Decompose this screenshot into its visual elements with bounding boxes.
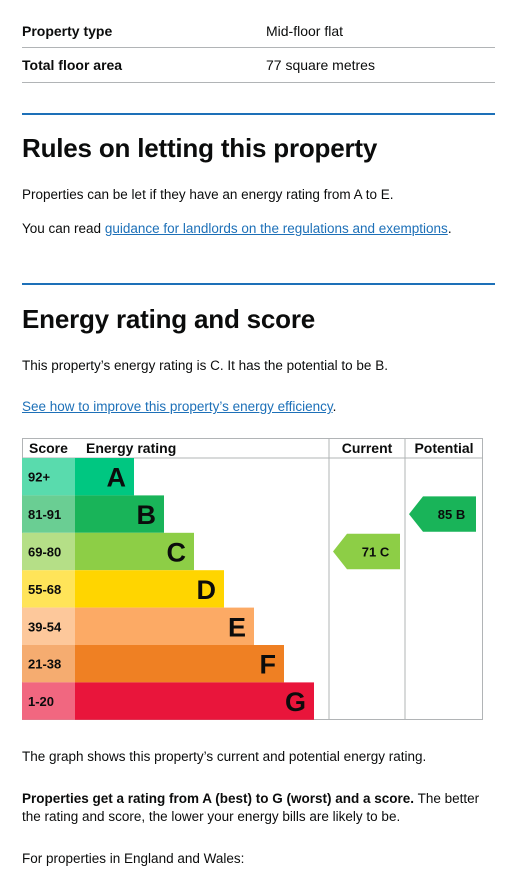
rating-bar-g bbox=[75, 682, 314, 720]
score-range-f: 21-38 bbox=[28, 657, 61, 672]
current-rating-arrow bbox=[333, 533, 400, 570]
letting-text: Properties can be let if they have an en… bbox=[22, 187, 394, 202]
rating-bar-e bbox=[75, 607, 254, 645]
score-cell-c bbox=[22, 532, 75, 571]
rating-bar-d bbox=[75, 570, 224, 608]
guidance-suffix: . bbox=[447, 221, 452, 236]
rating-letter-a: A bbox=[107, 463, 127, 493]
rating-letter-g: G bbox=[285, 687, 306, 717]
energy-text: This property’s energy rating is C. It h… bbox=[22, 358, 388, 373]
energy-heading: Energy rating and score bbox=[22, 304, 316, 334]
energy-rating-header: Energy rating bbox=[86, 440, 176, 456]
energy-rating-chart: Score Energy rating Current Potential 92+ A 81… bbox=[22, 438, 483, 720]
improve-efficiency-link[interactable]: See how to improve this property’s energ… bbox=[22, 399, 333, 414]
letting-guidance: You can read guidance for landlords on t… bbox=[22, 220, 492, 238]
score-cell-e bbox=[22, 607, 75, 645]
score-range-b: 81-91 bbox=[28, 507, 61, 522]
rating-bar-b bbox=[75, 495, 164, 533]
epc-graph: Score Energy rating Current Potential 92+ A 81… bbox=[22, 438, 483, 720]
rating-explanation-rest: The better the rating and score, the low… bbox=[22, 791, 480, 824]
rating-letter-b: B bbox=[137, 500, 157, 530]
score-cell-g bbox=[22, 682, 75, 720]
rating-letter-c: C bbox=[167, 538, 187, 568]
score-cell-a bbox=[22, 458, 75, 496]
summary-value: Mid-floor flat bbox=[266, 23, 344, 39]
potential-rating-arrow bbox=[409, 496, 476, 532]
score-range-c: 69-80 bbox=[28, 545, 61, 560]
score-range-e: 39-54 bbox=[28, 619, 62, 634]
landlord-guidance-link[interactable]: guidance for landlords on the regulation… bbox=[104, 221, 448, 236]
rating-letter-e: E bbox=[228, 612, 246, 642]
potential-header: Potential bbox=[414, 440, 473, 456]
summary-label: Property type bbox=[22, 23, 113, 39]
section-divider bbox=[22, 113, 495, 115]
rating-bar-a bbox=[75, 458, 134, 496]
summary-row-floor-area: Total floor area 77 square metres bbox=[22, 48, 495, 83]
score-range-d: 55-68 bbox=[28, 582, 61, 597]
score-cell-b bbox=[22, 495, 75, 533]
rating-explanation: Properties get a rating from A (best) to… bbox=[22, 790, 492, 826]
score-header: Score bbox=[29, 440, 68, 456]
score-range-g: 1-20 bbox=[28, 694, 54, 709]
section-divider bbox=[22, 283, 495, 285]
score-range-a: 92+ bbox=[28, 470, 50, 485]
current-rating-label: 71 C bbox=[362, 545, 390, 560]
rating-letter-f: F bbox=[260, 650, 277, 680]
current-header: Current bbox=[342, 440, 393, 456]
rating-letter-d: D bbox=[197, 575, 217, 605]
rating-bar-f bbox=[75, 645, 284, 683]
improve-suffix: . bbox=[332, 399, 337, 414]
england-wales-note: For properties in England and Wales: bbox=[22, 851, 245, 866]
score-cell-f bbox=[22, 645, 75, 683]
summary-label: Total floor area bbox=[22, 57, 123, 73]
letting-heading: Rules on letting this property bbox=[22, 133, 378, 163]
summary-value: 77 square metres bbox=[266, 57, 375, 73]
summary-row-property-type: Property type Mid-floor flat bbox=[22, 17, 495, 48]
potential-rating-label: 85 B bbox=[438, 507, 465, 522]
guidance-prefix: You can read bbox=[22, 221, 105, 236]
rating-bar-c bbox=[75, 532, 194, 571]
rating-explanation-bold: Properties get a rating from A (best) to… bbox=[22, 791, 415, 806]
improve-paragraph: See how to improve this property’s energ… bbox=[22, 398, 492, 416]
score-cell-d bbox=[22, 570, 75, 608]
graph-note: The graph shows this property’s current … bbox=[22, 749, 427, 764]
